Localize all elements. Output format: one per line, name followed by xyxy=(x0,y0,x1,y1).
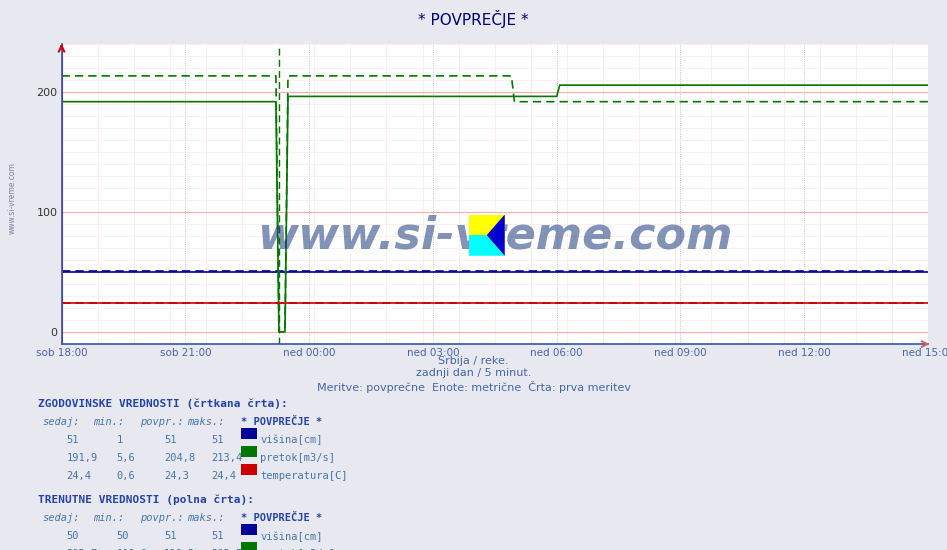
Text: 191,9: 191,9 xyxy=(66,453,98,463)
Polygon shape xyxy=(469,235,505,256)
Polygon shape xyxy=(469,214,505,235)
Text: 196,3: 196,3 xyxy=(164,549,195,550)
Text: 51: 51 xyxy=(211,435,223,445)
Text: Meritve: povprečne  Enote: metrične  Črta: prva meritev: Meritve: povprečne Enote: metrične Črta:… xyxy=(316,381,631,393)
Text: 51: 51 xyxy=(66,435,79,445)
Text: višina[cm]: višina[cm] xyxy=(260,531,323,542)
Text: 205,7: 205,7 xyxy=(66,549,98,550)
Text: Srbija / reke.: Srbija / reke. xyxy=(438,356,509,366)
Text: 51: 51 xyxy=(164,531,176,541)
Text: 191,9: 191,9 xyxy=(116,549,148,550)
Text: 24,4: 24,4 xyxy=(211,471,236,481)
Text: 24,3: 24,3 xyxy=(164,471,188,481)
Text: 24,4: 24,4 xyxy=(66,471,91,481)
Text: 213,4: 213,4 xyxy=(211,453,242,463)
Polygon shape xyxy=(487,214,505,256)
Text: min.:: min.: xyxy=(93,417,124,427)
Text: sedaj:: sedaj: xyxy=(43,513,80,523)
Text: www.si-vreme.com: www.si-vreme.com xyxy=(257,214,733,257)
Text: 51: 51 xyxy=(211,531,223,541)
Text: 51: 51 xyxy=(164,435,176,445)
Polygon shape xyxy=(469,235,487,256)
Text: 50: 50 xyxy=(66,531,79,541)
Text: 50: 50 xyxy=(116,531,129,541)
Text: sedaj:: sedaj: xyxy=(43,417,80,427)
Text: pretok[m3/s]: pretok[m3/s] xyxy=(260,453,335,463)
Text: 5,6: 5,6 xyxy=(116,453,135,463)
Text: pretok[m3/s]: pretok[m3/s] xyxy=(260,549,335,550)
Text: maks.:: maks.: xyxy=(188,417,225,427)
Text: * POVPREČJE *: * POVPREČJE * xyxy=(241,513,323,523)
Text: ZGODOVINSKE VREDNOSTI (črtkana črta):: ZGODOVINSKE VREDNOSTI (črtkana črta): xyxy=(38,399,288,409)
Text: TRENUTNE VREDNOSTI (polna črta):: TRENUTNE VREDNOSTI (polna črta): xyxy=(38,495,254,505)
Text: povpr.:: povpr.: xyxy=(140,417,184,427)
Text: 0,6: 0,6 xyxy=(116,471,135,481)
Text: 1: 1 xyxy=(116,435,123,445)
Text: povpr.:: povpr.: xyxy=(140,513,184,523)
Text: 205,7: 205,7 xyxy=(211,549,242,550)
Text: temperatura[C]: temperatura[C] xyxy=(260,471,348,481)
Text: * POVPREČJE *: * POVPREČJE * xyxy=(419,10,528,28)
Text: višina[cm]: višina[cm] xyxy=(260,435,323,446)
Text: maks.:: maks.: xyxy=(188,513,225,523)
Text: min.:: min.: xyxy=(93,513,124,523)
Text: * POVPREČJE *: * POVPREČJE * xyxy=(241,417,323,427)
Text: 204,8: 204,8 xyxy=(164,453,195,463)
Text: www.si-vreme.com: www.si-vreme.com xyxy=(8,162,17,234)
Text: zadnji dan / 5 minut.: zadnji dan / 5 minut. xyxy=(416,368,531,378)
